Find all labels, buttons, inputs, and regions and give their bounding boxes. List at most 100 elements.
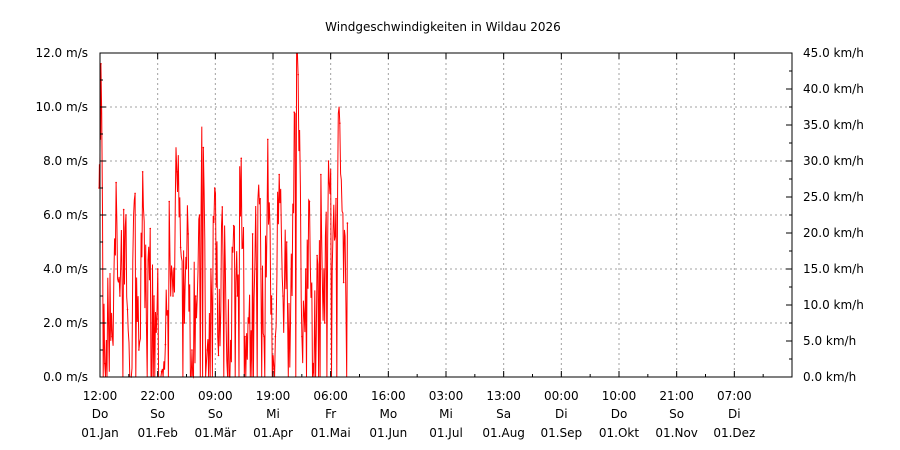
data-point [263, 335, 265, 338]
data-point [119, 295, 121, 297]
x-tick-date: 01.Apr [253, 426, 293, 440]
y-tick-label-right: 25.0 km/h [803, 190, 864, 204]
data-point [255, 268, 258, 270]
y-tick-label-right: 40.0 km/h [803, 82, 864, 96]
data-point [100, 63, 102, 65]
data-point [278, 173, 280, 176]
x-tick-date: 01.Jan [81, 426, 119, 440]
data-point [308, 200, 311, 203]
x-tick-time: 06:00 [313, 389, 348, 403]
x-tick-date: 01.Jun [369, 426, 407, 440]
x-axis-labels: 12:00 Do 01.Jan 22:00 So 01.Feb 09:00 So 01.Mär 1… [81, 389, 755, 440]
x-tick-day: Sa [496, 407, 511, 421]
x-tick-time: 10:00 [602, 389, 637, 403]
x-tick-day: So [208, 407, 223, 421]
x-tick-time: 21:00 [659, 389, 694, 403]
x-tick-time: 03:00 [429, 389, 464, 403]
x-tick-date: 01.Mär [194, 426, 236, 440]
grid-lines [99, 52, 792, 378]
data-point [145, 322, 148, 324]
data-point [164, 343, 167, 346]
x-tick-day: Mo [379, 407, 397, 421]
data-point [210, 268, 212, 270]
data-point [179, 246, 182, 249]
data-point [244, 335, 246, 338]
data-point [342, 281, 345, 284]
y-tick-label-left: 12.0 m/s [35, 46, 88, 60]
data-point [122, 208, 125, 211]
x-tick-date: 01.Feb [137, 426, 177, 440]
data-point [213, 187, 216, 189]
data-point [191, 349, 193, 351]
data-point [160, 370, 163, 373]
data-point [194, 295, 197, 297]
data-point [248, 322, 250, 324]
data-point [232, 225, 235, 227]
data-point [111, 335, 114, 338]
data-point [240, 157, 243, 160]
x-tick-date: 01.Dez [713, 426, 755, 440]
data-point [172, 295, 174, 297]
y-tick-label-right: 45.0 km/h [803, 46, 864, 60]
data-point [206, 349, 208, 351]
data-point [217, 354, 220, 357]
data-point [175, 171, 178, 173]
y-tick-label-right: 15.0 km/h [803, 262, 864, 276]
data-point [202, 146, 205, 149]
data-point [134, 192, 136, 195]
data-point [198, 214, 201, 216]
data-point [225, 322, 227, 324]
data-point [107, 322, 110, 324]
data-point [312, 362, 315, 365]
data-point [285, 241, 288, 243]
data-point [274, 335, 277, 338]
data-point [141, 171, 144, 173]
left-axis-labels: 0.0 m/s 2.0 m/s 4.0 m/s 6.0 m/s 8.0 m/s 10.0 … [35, 46, 88, 384]
y-tick-label-left: 4.0 m/s [43, 262, 88, 276]
data-point [126, 308, 129, 311]
x-tick-time: 16:00 [371, 389, 406, 403]
data-point [331, 268, 334, 270]
data-point [282, 295, 284, 297]
data-point [138, 349, 140, 351]
data-point [316, 254, 318, 257]
x-tick-day: Mi [266, 407, 280, 421]
y-tick-label-left: 2.0 m/s [43, 316, 88, 330]
data-point [293, 111, 296, 114]
x-tick-day: Do [611, 407, 628, 421]
tick-marks [99, 52, 792, 378]
x-tick-day: Mi [439, 407, 453, 421]
x-tick-day: Di [555, 407, 568, 421]
data-point [251, 233, 254, 235]
data-point [335, 198, 337, 200]
x-tick-time: 13:00 [486, 389, 521, 403]
data-point [115, 181, 117, 184]
data-point [98, 187, 100, 189]
y-tick-label-left: 8.0 m/s [43, 154, 88, 168]
data-point [304, 268, 307, 270]
x-tick-date: 01.Sep [540, 426, 582, 440]
y-tick-label-right: 0.0 km/h [803, 370, 856, 384]
x-tick-time: 07:00 [717, 389, 752, 403]
y-tick-label-right: 5.0 km/h [803, 334, 856, 348]
x-tick-time: 22:00 [140, 389, 175, 403]
y-tick-label-right: 35.0 km/h [803, 118, 864, 132]
data-point [270, 295, 273, 297]
data-point [289, 322, 292, 324]
right-axis-labels: 0.0 km/h 5.0 km/h 10.0 km/h 15.0 km/h 20.0 k… [803, 46, 864, 384]
chart-title: Windgeschwindigkeiten in Wildau 2026 [325, 20, 561, 34]
data-point [183, 322, 186, 324]
data-point [221, 206, 224, 208]
y-tick-label-left: 10.0 m/s [35, 100, 88, 114]
data-point [301, 335, 303, 338]
x-tick-day: Do [92, 407, 109, 421]
data-point [297, 73, 299, 76]
data-point [327, 160, 330, 162]
data-point [236, 295, 239, 297]
x-tick-date: 01.Okt [599, 426, 639, 440]
x-tick-day: So [150, 407, 165, 421]
data-point [259, 198, 262, 200]
x-tick-time: 12:00 [83, 389, 118, 403]
data-point [346, 222, 349, 224]
